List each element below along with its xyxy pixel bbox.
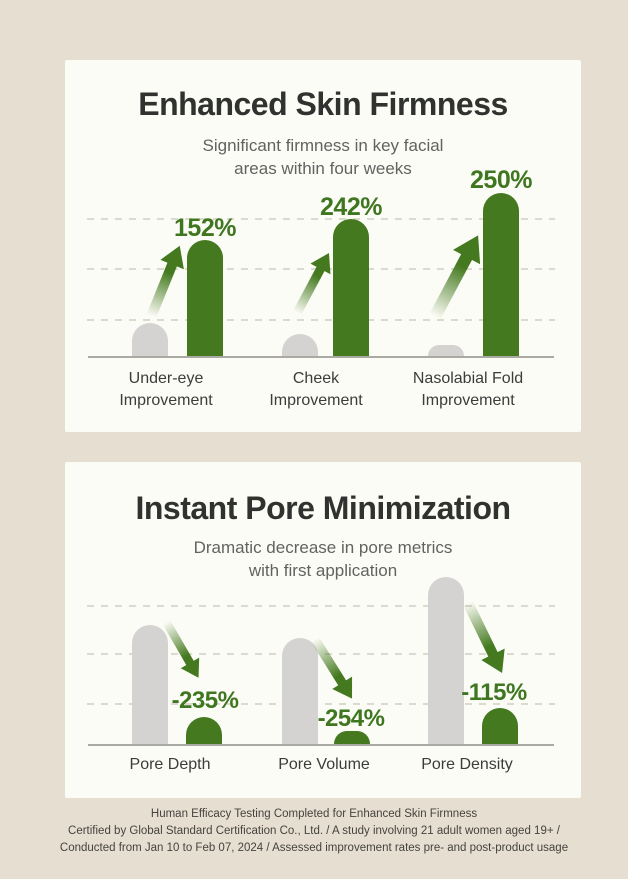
bar-before [428, 577, 464, 744]
value-label: -115% [461, 679, 527, 706]
bar-after [483, 193, 519, 356]
category-label: Pore Density [421, 756, 513, 773]
axis-baseline [88, 356, 554, 358]
category-label: Cheek Improvement [231, 368, 401, 412]
certification-footer: Human Efficacy Testing Completed for Enh… [0, 806, 628, 857]
category-label-line: Nasolabial Fold [412, 370, 524, 387]
chart-title: Enhanced Skin Firmness [138, 86, 508, 122]
footer-line: Certified by Global Standard Certificati… [68, 825, 560, 837]
category-label: Under-eye Improvement [81, 368, 251, 412]
firmness-chart-card: Enhanced Skin Firmness Significant firmn… [65, 60, 581, 432]
category-label-line: Improvement [421, 392, 515, 409]
bar-before [132, 625, 168, 744]
trend-down-arrow-icon [162, 620, 200, 678]
trend-down-arrow-icon [310, 636, 353, 699]
bar-after [186, 717, 222, 744]
gridline [87, 218, 555, 220]
chart-subtitle-line: areas within four weeks [234, 159, 412, 178]
chart-subtitle-line: Dramatic decrease in pore metrics [193, 538, 453, 557]
category-label: Pore Depth [129, 756, 211, 773]
value-label: 152% [174, 214, 236, 242]
bar-after [482, 708, 518, 744]
value-label: -254% [317, 705, 385, 732]
gridline [87, 605, 555, 607]
bar-before [282, 638, 318, 744]
category-label-line: Improvement [269, 392, 363, 409]
category-label: Nasolabial Fold Improvement [383, 368, 553, 412]
trend-down-arrow-icon [463, 600, 505, 674]
footer-line: Human Efficacy Testing Completed for Enh… [150, 808, 478, 820]
chart-subtitle-line: Significant firmness in key facial [202, 136, 444, 155]
value-label: 250% [470, 166, 532, 194]
trend-up-arrow-icon [429, 235, 481, 320]
category-label-line: Cheek [292, 370, 340, 387]
bar-after [187, 240, 223, 356]
chart-subtitle: Significant firmness in key facial areas… [65, 134, 581, 180]
gridline [87, 703, 555, 705]
category-label: Pore Volume [278, 756, 370, 773]
trend-up-arrow-icon [293, 252, 331, 316]
gridline [87, 319, 555, 321]
bar-after [333, 219, 369, 356]
category-label-line: Under-eye [128, 370, 204, 387]
footer-line: Conducted from Jan 10 to Feb 07, 2024 / … [59, 842, 569, 854]
bar-before [282, 334, 318, 356]
chart-title: Instant Pore Minimization [135, 490, 511, 526]
value-label: -235% [171, 687, 239, 714]
value-label: 242% [320, 193, 382, 221]
bar-after [334, 731, 370, 744]
chart-subtitle-line: with first application [248, 561, 398, 580]
bar-before [428, 345, 464, 356]
bar-before [132, 323, 168, 356]
trend-up-arrow-icon [146, 245, 184, 319]
pore-chart-card: Instant Pore Minimization Dramatic decre… [65, 462, 581, 798]
category-label-line: Improvement [119, 392, 213, 409]
chart-subtitle: Dramatic decrease in pore metrics with f… [65, 536, 581, 582]
axis-baseline [88, 744, 554, 746]
